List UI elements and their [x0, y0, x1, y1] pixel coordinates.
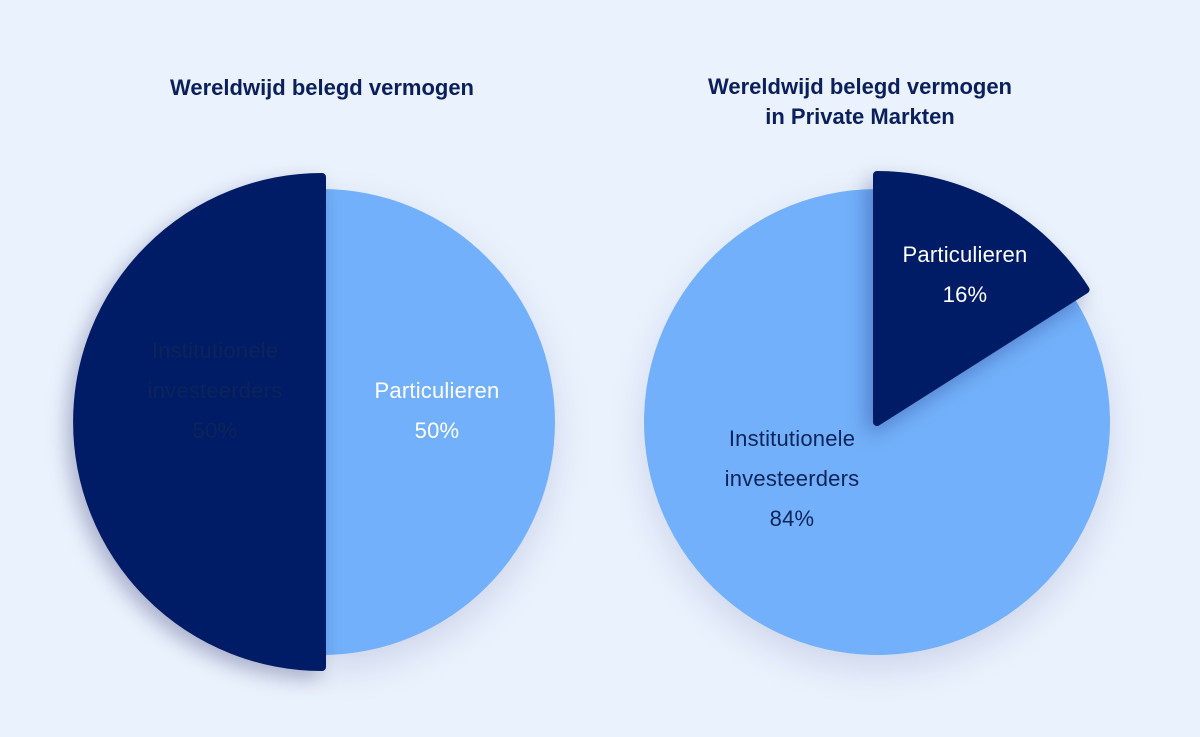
pie-chart-2-title-line-2: in Private Markten: [765, 104, 955, 129]
slice-category-label: Particulieren: [903, 242, 1028, 267]
pie-chart-1: Wereldwijd belegd vermogen Institutionele…: [73, 75, 555, 671]
pie-chart-1-label-institutioneel: Institutionele investeerders 50%: [148, 338, 283, 443]
pie-chart-2-slice-particulieren: [873, 171, 1090, 426]
slice-value-label: 16%: [943, 282, 988, 307]
pie-chart-2-label-particulieren: Particulieren 16%: [903, 242, 1028, 307]
pie-chart-1-slice-particulieren: [73, 173, 326, 671]
pie-chart-1-exploded: [73, 173, 326, 671]
pie-chart-2-title: Wereldwijd belegd vermogen in Private Mar…: [708, 74, 1012, 129]
pie-chart-1-title: Wereldwijd belegd vermogen: [170, 75, 474, 100]
slice-category-label: Particulieren: [375, 378, 500, 403]
pie-chart-2-label-institutioneel: Institutionele investeerders 84%: [725, 426, 860, 531]
pie-chart-2: Wereldwijd belegd vermogen in Private Mar…: [644, 74, 1111, 656]
slice-category-label: investeerders: [725, 466, 860, 491]
slice-value-label: 50%: [193, 418, 238, 443]
pie-chart-2-title-line-1: Wereldwijd belegd vermogen: [708, 74, 1012, 99]
pie-chart-2-exploded: [873, 171, 1090, 426]
pie-chart-1-title-line-1: Wereldwijd belegd vermogen: [170, 75, 474, 100]
pie-chart-1-slice-institutioneel: [322, 189, 555, 655]
pie-chart-1-label-particulieren: Particulieren 50%: [375, 378, 500, 443]
pie-chart-1-body: [322, 189, 555, 655]
slice-value-label: 84%: [770, 506, 815, 531]
slice-category-label: investeerders: [148, 378, 283, 403]
slice-value-label: 50%: [415, 418, 460, 443]
slice-category-label: Institutionele: [152, 338, 278, 363]
slice-category-label: Institutionele: [729, 426, 855, 451]
